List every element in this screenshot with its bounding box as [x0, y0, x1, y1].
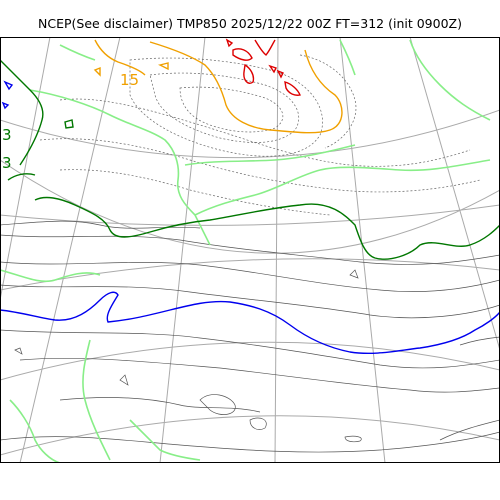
gray-contour [459, 336, 500, 346]
dotted-contour [149, 72, 300, 143]
gray-contour [0, 284, 500, 319]
longitude-line [159, 37, 206, 463]
dotted-contour [39, 138, 481, 193]
dotted-contour [129, 57, 323, 157]
latitude-line [0, 415, 500, 456]
dotted-contour [59, 98, 471, 167]
longitude-line [0, 37, 51, 301]
isotherm-line [276, 69, 284, 79]
gray-contour [59, 397, 261, 413]
graticule [0, 37, 500, 463]
isotherm-line [94, 39, 146, 76]
gray-contour [0, 431, 500, 453]
latitude-line [0, 341, 500, 381]
dotted-contours [39, 54, 481, 216]
longitude-line [409, 37, 500, 351]
orange-isotherm [93, 39, 343, 134]
isotherm-line [225, 38, 234, 48]
isotherm-line [409, 39, 491, 121]
isotherm-line [284, 81, 301, 96]
isotherm-line [339, 39, 356, 76]
latitude-line [0, 258, 500, 291]
gray-contour [439, 419, 500, 441]
red-isotherm [225, 38, 301, 96]
gray-contour [0, 234, 500, 265]
isotherm-line [1, 101, 10, 110]
longitude-line [339, 37, 386, 463]
isotherm-line [82, 339, 111, 461]
isotherm-line [129, 419, 201, 461]
isotherm-line [29, 89, 211, 246]
gray-contour [349, 269, 359, 279]
green-contour-label: 3 [2, 126, 12, 144]
isotherm-line [184, 144, 356, 166]
gray-contour [0, 329, 500, 369]
dark-green-isotherm [0, 59, 500, 260]
isotherm-line [93, 66, 101, 77]
isotherm-line [7, 173, 36, 181]
latitude-line [0, 204, 500, 226]
isotherm-line [0, 291, 500, 355]
isotherm-line [243, 63, 255, 84]
isotherm-line [0, 269, 101, 283]
gray-contour [19, 357, 500, 393]
isotherm-line [59, 44, 96, 61]
isotherm-line [157, 62, 169, 71]
dotted-contour [299, 54, 357, 149]
light-green-isotherm [0, 39, 491, 463]
isotherm-line [9, 399, 61, 463]
gray-contour [249, 417, 267, 430]
chart-title: NCEP(See disclaimer) TMP850 2025/12/22 0… [38, 16, 462, 31]
isotherm-line [34, 196, 500, 260]
isotherm-line [268, 64, 277, 74]
isotherm-line [149, 41, 343, 134]
longitude-line [274, 37, 279, 463]
isotherm-line [64, 119, 74, 129]
dotted-contour [59, 169, 331, 216]
isotherm-line [232, 48, 253, 61]
green-contour-label: 3 [2, 154, 12, 172]
isotherm-line [194, 159, 491, 216]
orange-contour-label: 15 [120, 71, 139, 89]
gray-contour [0, 261, 500, 293]
gray-contour [199, 394, 236, 415]
gray-contour [14, 347, 23, 355]
isotherm-line [3, 80, 14, 91]
gray-contour [119, 374, 129, 386]
zero-isotherm [0, 80, 500, 355]
gray-contour [344, 435, 362, 443]
latitude-line [0, 159, 500, 254]
isotherm-line [0, 59, 44, 166]
longitude-line [19, 37, 121, 463]
isotherm-line [254, 39, 276, 56]
